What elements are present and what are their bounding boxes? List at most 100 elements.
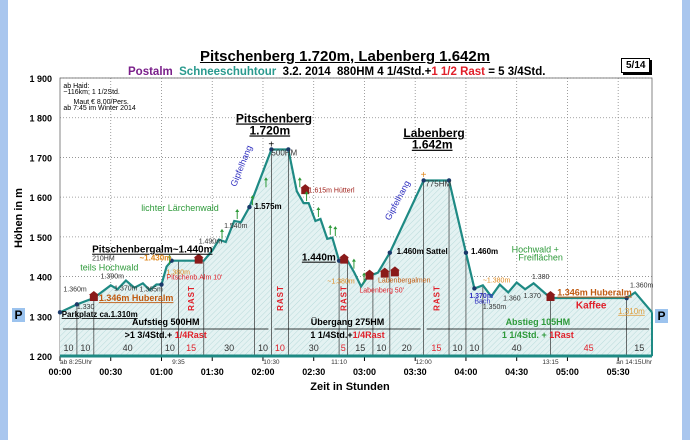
clock-time-label: 9:35 [172,359,185,366]
x-tick-label: 00:30 [99,367,122,377]
waypoint-marker [463,250,469,255]
annotation-label: 1.540m [224,223,248,230]
y-tick-label: 1 200 [29,352,52,362]
annotation-label: 1.360m [63,287,87,294]
annotation-label: 1.615m Hütterl [309,187,355,194]
segment-duration: 10 [469,343,479,353]
tree-icon [316,207,321,210]
rast-label: RAST [276,285,285,311]
x-axis-label: Zeit in Stunden [310,381,390,393]
annotation-label: 1.390m [101,274,125,281]
annotation-label: 1.380m [167,269,191,276]
waypoint-marker [247,204,252,210]
annotation-label: 1.440m [302,253,336,264]
clock-time-label: 12:00 [416,359,433,366]
annotation-label: 1.575m [255,202,282,211]
annotation-label: 1.642m [412,138,453,152]
annotation-label: ~1.380m [483,278,511,285]
waypoint-marker [57,310,63,315]
annotation-label: 1.490m [199,239,223,246]
x-tick-label: 05:00 [556,367,579,377]
segment-duration: 10 [258,343,268,353]
segment-duration: 40 [512,343,522,353]
chart-title: Pitschenberg 1.720m, Labenberg 1.642m [199,48,491,65]
annotation-label: 1.460m [471,247,498,256]
waypoint-marker [159,282,164,287]
clock-time-label: 13:15 [542,359,559,366]
annotation-label: Labenberg [403,126,464,140]
leg-time-rast: 1/4Rast [353,330,385,340]
hut-icon [389,266,400,277]
annotation-label: Bach [474,298,490,305]
annotation-label: Gipfelhang [228,144,254,188]
clock-time-label: an 14:15Uhr [616,359,653,366]
subtitle-hm: 880HM 4 1/4Std.+ [337,66,432,78]
annotation-label: 210HM [92,256,115,263]
tree-icon [304,191,309,195]
segment-duration: 40 [123,343,133,353]
tree-icon [235,208,240,212]
annotation-label: lichter Lärchenwald [141,203,219,213]
waypoint-marker [472,286,477,291]
hut-icon [193,253,204,264]
clock-time-label: ab 8:25Uhr [60,359,93,366]
y-tick-label: 1 700 [29,153,52,163]
segment-duration: 10 [165,343,175,353]
waypoint-marker [269,147,274,152]
waypoint-marker [387,250,393,255]
clock-time-label: 10:30 [263,359,280,366]
hut-icon [364,269,375,280]
annotation-label: Parkplatz ca.1.310m [62,310,138,319]
parking-start-icon: P [12,308,25,322]
hut-icon [545,291,556,302]
leg-title: Übergang 275HM [311,317,385,327]
x-tick-label: 02:30 [302,367,325,377]
x-tick-label: 01:30 [201,367,224,377]
x-tick-label: 04:00 [454,367,477,377]
y-tick-label: 1 500 [29,233,52,243]
x-tick-label: 03:00 [353,367,376,377]
segment-duration: 10 [275,343,285,353]
y-tick-label: 1 900 [29,74,52,84]
y-tick-label: 1 300 [29,312,52,322]
segment-duration: 10 [452,343,462,353]
annotation-label: 1.365m [139,287,163,294]
waypoint-marker [421,178,426,183]
waypoint-marker [169,258,174,263]
profile-line [59,148,653,314]
segment-duration: 5 [341,343,346,353]
segment-duration: 30 [309,343,319,353]
left-frame-strip [0,0,8,440]
tree-icon [167,254,172,258]
annotation-label: Labenberg 50' [359,287,404,294]
waypoint-marker [624,295,629,301]
annotation-label: Pitschenbergalm~1.440m [92,245,212,256]
annotation-label: 1.360m [630,282,654,289]
rast-label: RAST [339,285,348,311]
hut-icon [339,253,350,264]
segment-duration: 10 [80,343,90,353]
rast-label: RAST [432,285,441,311]
annotation-label: Kaffee [576,300,607,311]
segment-duration: 10 [63,343,73,353]
segment-duration: 15 [355,343,365,353]
profile-area [60,149,652,356]
annotation-label: ~1.430m [139,254,171,263]
x-tick-label: 04:30 [505,367,528,377]
annotation-label: Labenbergalmen [378,278,431,285]
subtitle-date: 3.2. 2014 [282,66,331,78]
leg-time-rast: 1Rast [549,330,574,340]
y-tick-label: 1 600 [29,193,52,203]
leg-time-walk: 1 1/4Std. + [502,330,549,340]
annotation-label: 775HM [425,179,451,188]
tree-icon [263,177,268,181]
hut-icon [300,184,311,195]
annotation-label: 1.346m Huberalm [99,293,174,303]
leg-time: 1 1/4Std. + 1Rast [502,330,574,340]
annotation-label: ~116km; 1 1/2Std. [63,89,120,96]
hut-icon [88,291,99,302]
tree-icon [219,228,224,232]
x-tick-label: 02:00 [251,367,274,377]
summit-cross-icon: + [421,170,427,181]
